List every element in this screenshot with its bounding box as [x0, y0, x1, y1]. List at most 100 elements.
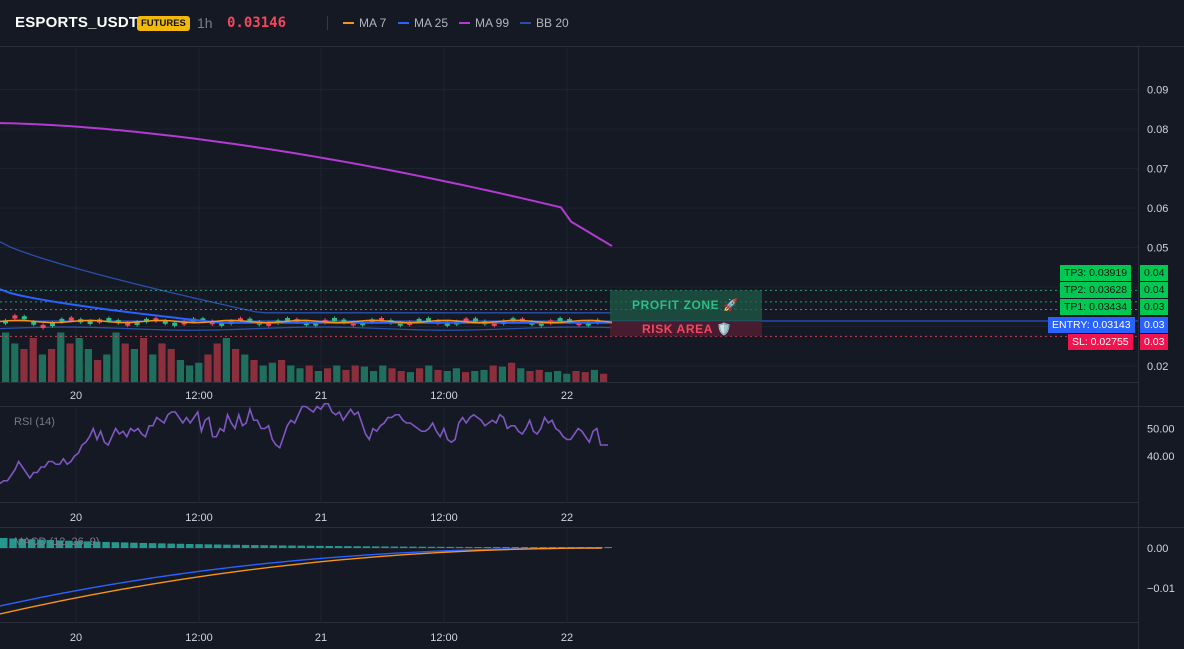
time-tick-label: 22 — [561, 632, 573, 644]
volume-bar — [517, 368, 525, 382]
last-price: 0.03146 — [227, 15, 287, 31]
legend-bb20[interactable]: BB 20 — [520, 16, 569, 30]
candle-body — [153, 318, 159, 322]
candle-body — [285, 318, 290, 322]
macd-histogram-bar — [455, 546, 464, 548]
macd-histogram-bar — [604, 547, 612, 548]
time-tick-label: 20 — [70, 632, 82, 644]
macd-histogram-bar — [334, 546, 343, 548]
candle-body — [341, 319, 347, 323]
candle-body — [106, 317, 112, 322]
candle-body — [134, 321, 140, 325]
candle-body — [162, 320, 168, 324]
volume-bar — [544, 372, 552, 382]
candle-body — [238, 318, 243, 322]
risk-area-label: RISK AREA 🛡️ — [642, 322, 732, 336]
macd-histogram-bar — [260, 545, 268, 548]
trade-zones — [610, 290, 762, 337]
macd-histogram-bar — [37, 539, 45, 548]
volume-bar — [370, 371, 378, 382]
macd-pane[interactable]: 0.00 −0.01 MACD (12, 26, 9) — [0, 536, 1175, 615]
sl-label: SL: 0.02755 — [1072, 336, 1129, 348]
macd-histogram-bar — [362, 546, 371, 548]
tp3-axis-label: 0.04 — [1144, 267, 1165, 279]
time-tick-label: 20 — [70, 390, 82, 402]
candle-body — [538, 322, 544, 326]
macd-histogram-bar — [520, 547, 529, 548]
legend-ma25[interactable]: MA 25 — [398, 16, 448, 30]
volume-bar — [222, 338, 230, 382]
volume-bar — [452, 368, 460, 382]
ma25-line — [0, 288, 612, 324]
rsi-tick-label: 40.00 — [1147, 451, 1175, 463]
macd-histogram-bar — [0, 538, 8, 548]
macd-histogram-bar — [502, 547, 510, 548]
macd-histogram-bar — [204, 544, 213, 548]
candle-body — [463, 318, 469, 322]
legend-ma99-label: MA 99 — [475, 16, 510, 30]
macd-histogram-bar — [251, 545, 259, 548]
volume-bar — [563, 373, 571, 382]
volume-bar — [140, 338, 148, 382]
time-tick-label: 21 — [315, 512, 327, 524]
volume-bar — [48, 349, 56, 382]
volume-bar — [590, 369, 598, 382]
macd-histogram-bar — [437, 546, 445, 548]
volume-bar — [186, 365, 194, 382]
macd-tick-label: 0.00 — [1147, 543, 1168, 555]
bb-upper-line — [0, 241, 612, 314]
volume-bar — [600, 373, 608, 382]
candle-body — [379, 317, 384, 322]
macd-histogram-bar — [232, 544, 240, 548]
volume-bar — [489, 365, 497, 382]
macd-histogram-bar — [120, 542, 129, 548]
ma25-swatch — [398, 22, 409, 24]
candle-body — [247, 318, 253, 322]
rsi-pane[interactable]: 50.00 40.00 — [0, 402, 1175, 485]
macd-histogram-bar — [297, 545, 306, 548]
candle-body — [68, 317, 74, 321]
volume-bar — [572, 371, 580, 382]
candle-body — [59, 318, 65, 323]
timeframe-label[interactable]: 1h — [197, 15, 213, 31]
candle-body — [50, 322, 55, 327]
tp2-axis-tag: 0.04 — [1140, 282, 1169, 298]
macd-histogram-bar — [492, 547, 501, 548]
legend-ma99[interactable]: MA 99 — [459, 16, 509, 30]
macd-histogram-bar — [102, 541, 110, 548]
volume-bar — [554, 371, 562, 382]
candle-body — [567, 319, 572, 323]
candle-body — [426, 318, 431, 322]
volume-bar — [379, 365, 387, 382]
volume-bar — [38, 354, 46, 382]
legend-ma7[interactable]: MA 7 — [343, 16, 386, 30]
macd-histogram-bar — [372, 546, 380, 548]
volume-bar — [406, 372, 414, 382]
macd-histogram-bar — [195, 544, 203, 548]
volume-bar — [351, 365, 359, 382]
macd-histogram-bar — [139, 542, 147, 548]
macd-histogram-bar — [176, 543, 185, 548]
macd-histogram-bar — [446, 546, 454, 548]
price-tick-label: 0.02 — [1147, 361, 1168, 373]
symbol-name[interactable]: ESPORTS_USDT — [15, 14, 139, 31]
candle-body — [3, 320, 8, 324]
time-axes: 20 12:00 21 12:00 22 20 12:00 21 12:00 22 20 12:00 2… — [70, 390, 573, 644]
bollinger-bands — [0, 241, 613, 331]
macd-histogram-bar — [530, 547, 538, 548]
volume-bar — [324, 368, 332, 382]
macd-histogram-bar — [306, 545, 315, 548]
macd-histogram-bar — [111, 542, 120, 548]
volume-bar — [130, 349, 138, 382]
macd-histogram-bar — [548, 547, 557, 548]
candle-body — [87, 320, 93, 325]
macd-signal-line — [0, 547, 602, 615]
macd-histogram-bar — [18, 538, 27, 548]
macd-histogram-bar — [93, 541, 101, 548]
volume-bar — [498, 366, 506, 382]
time-tick-label: 21 — [315, 632, 327, 644]
volume-bar — [2, 332, 10, 382]
time-tick-label: 12:00 — [185, 390, 213, 402]
price-tick-label: 0.09 — [1147, 85, 1168, 97]
